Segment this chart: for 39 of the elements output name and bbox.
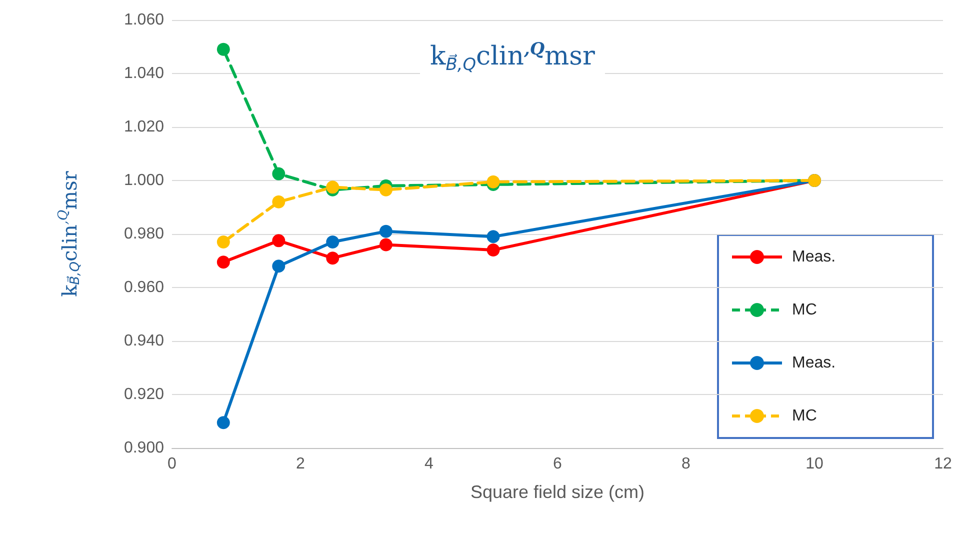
y-tick-label: 0.960 [124, 279, 164, 296]
point [216, 236, 230, 249]
legend-label: Meas. [792, 354, 836, 372]
point [216, 42, 230, 56]
y-tick-label: 0.900 [124, 440, 164, 456]
point [486, 175, 500, 188]
point [486, 230, 500, 244]
y-tick-label: 1.060 [124, 12, 164, 28]
y-axis-title: kB⃗,Qclin,Qmsr [56, 170, 83, 297]
x-tick-label: 6 [553, 456, 562, 472]
y-tick-label: 1.040 [124, 65, 164, 82]
point [379, 224, 392, 238]
point [216, 416, 230, 430]
x-tick-label: 0 [168, 456, 177, 472]
legend-label: MC [792, 302, 817, 318]
y-tick-label: 0.940 [124, 332, 164, 350]
y-tick-label: 0.920 [124, 386, 164, 403]
x-tick-label: 10 [806, 456, 824, 472]
point [379, 238, 392, 252]
point [272, 167, 286, 180]
y-tick-label: 0.980 [124, 226, 164, 242]
point [379, 183, 392, 196]
x-axis-title: Square field size (cm) [470, 482, 645, 502]
point [216, 256, 230, 269]
point [486, 244, 500, 257]
point [326, 180, 340, 194]
x-tick-label: 12 [934, 456, 952, 472]
x-tick-label: 8 [682, 456, 691, 472]
y-tick-label: 1.020 [124, 118, 164, 136]
legend-label: MC [792, 408, 817, 424]
point [326, 252, 340, 265]
legend-label: Meas. [792, 248, 836, 266]
point [272, 260, 286, 273]
point [272, 234, 286, 248]
x-tick-label: 2 [296, 456, 306, 472]
y-tick-label: 1.000 [124, 172, 164, 189]
x-tick-label: 4 [424, 456, 434, 472]
point [326, 236, 340, 249]
point [272, 195, 286, 208]
